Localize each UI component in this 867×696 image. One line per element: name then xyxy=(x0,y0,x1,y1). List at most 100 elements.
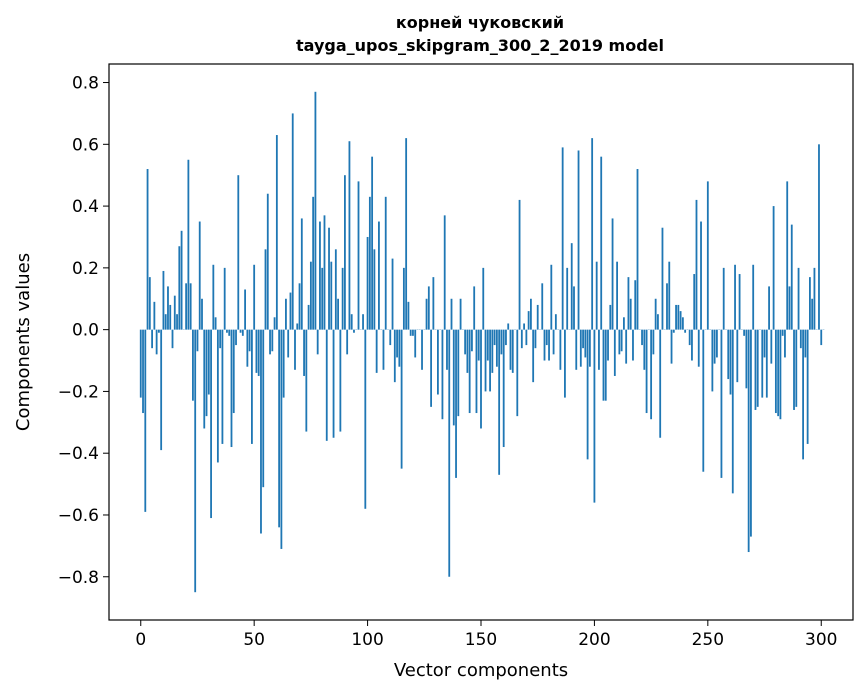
bar-85 xyxy=(332,329,335,438)
bar-25 xyxy=(196,329,199,352)
bar-0 xyxy=(139,329,142,398)
bar-228 xyxy=(657,314,659,330)
bar-275 xyxy=(763,329,766,358)
bar-104 xyxy=(375,329,378,373)
bar-13 xyxy=(169,304,172,330)
bar-78 xyxy=(316,329,319,355)
bar-36 xyxy=(221,329,224,444)
bar-134 xyxy=(443,215,446,330)
bar-112 xyxy=(393,329,396,383)
bar-45 xyxy=(241,329,244,336)
bar-89 xyxy=(341,267,344,330)
bar-8 xyxy=(158,329,160,333)
y-tick-label-4: 0.0 xyxy=(72,321,99,341)
bar-214 xyxy=(625,329,628,364)
bar-60 xyxy=(275,135,278,330)
bar-84 xyxy=(330,261,333,330)
bar-146 xyxy=(471,329,473,352)
bar-21 xyxy=(187,159,190,330)
bar-48 xyxy=(248,329,251,352)
bar-235 xyxy=(672,329,675,333)
bar-26 xyxy=(198,221,201,330)
bar-2 xyxy=(144,329,147,512)
x-tick-label-0: 0 xyxy=(135,630,146,650)
bar-58 xyxy=(271,329,274,352)
bar-32 xyxy=(212,264,215,330)
bar-177 xyxy=(541,283,544,330)
bar-44 xyxy=(239,329,242,333)
bar-269 xyxy=(750,329,752,537)
bar-290 xyxy=(797,267,800,330)
y-tick-label-6: 0.4 xyxy=(72,197,99,217)
bar-283 xyxy=(781,329,784,336)
bar-191 xyxy=(573,286,575,330)
bar-170 xyxy=(525,329,528,346)
bar-91 xyxy=(346,329,349,355)
bar-199 xyxy=(591,138,594,330)
bar-197 xyxy=(586,329,589,460)
bar-42 xyxy=(235,329,237,346)
y-axis-label: Components values xyxy=(13,253,34,431)
bar-115 xyxy=(400,329,403,469)
bar-277 xyxy=(768,286,770,330)
bar-18 xyxy=(180,230,183,330)
bar-43 xyxy=(237,175,240,330)
bar-4 xyxy=(148,277,151,330)
bar-243 xyxy=(691,329,693,361)
bar-143 xyxy=(464,329,467,355)
bar-131 xyxy=(437,329,439,395)
bar-151 xyxy=(482,267,485,330)
bar-254 xyxy=(716,329,718,358)
bar-16 xyxy=(176,314,178,330)
bar-71 xyxy=(300,218,303,330)
bar-196 xyxy=(584,329,587,358)
bar-102 xyxy=(371,156,374,330)
bar-133 xyxy=(441,329,444,420)
bar-101 xyxy=(368,196,371,330)
plot-frame xyxy=(108,63,854,621)
bar-183 xyxy=(554,314,557,330)
bar-98 xyxy=(362,314,364,330)
bar-239 xyxy=(681,317,684,330)
bar-240 xyxy=(684,329,687,333)
bar-22 xyxy=(189,283,192,330)
bar-297 xyxy=(813,267,816,330)
bar-229 xyxy=(659,329,662,438)
bar-267 xyxy=(745,329,748,389)
bar-247 xyxy=(700,221,702,330)
bar-73 xyxy=(305,329,308,432)
bar-46 xyxy=(244,289,246,330)
bar-154 xyxy=(489,329,491,392)
bar-167 xyxy=(518,199,521,330)
bar-92 xyxy=(348,141,351,330)
bar-178 xyxy=(543,329,546,361)
bar-206 xyxy=(607,329,609,361)
bar-137 xyxy=(450,298,453,330)
bar-261 xyxy=(731,329,734,494)
bar-175 xyxy=(536,304,539,330)
bar-217 xyxy=(632,329,634,361)
bar-57 xyxy=(269,329,271,355)
bar-284 xyxy=(784,329,786,358)
bar-82 xyxy=(325,329,328,441)
bar-30 xyxy=(207,329,210,395)
bar-87 xyxy=(337,298,339,330)
bar-173 xyxy=(532,329,535,383)
x-axis-label: Vector components xyxy=(394,660,568,681)
bar-155 xyxy=(491,329,494,373)
bar-47 xyxy=(246,329,249,367)
bar-198 xyxy=(588,329,591,367)
bar-77 xyxy=(314,91,317,330)
bar-236 xyxy=(675,304,677,330)
bars-group xyxy=(139,91,825,593)
bar-55 xyxy=(264,249,267,330)
bar-212 xyxy=(620,329,623,352)
bar-157 xyxy=(495,329,498,367)
bar-182 xyxy=(552,329,555,355)
x-tick-label-150: 150 xyxy=(465,630,497,650)
bar-252 xyxy=(711,329,714,392)
bar-145 xyxy=(468,329,471,414)
bar-111 xyxy=(391,258,394,330)
bar-202 xyxy=(598,329,600,370)
bar-63 xyxy=(282,329,285,398)
